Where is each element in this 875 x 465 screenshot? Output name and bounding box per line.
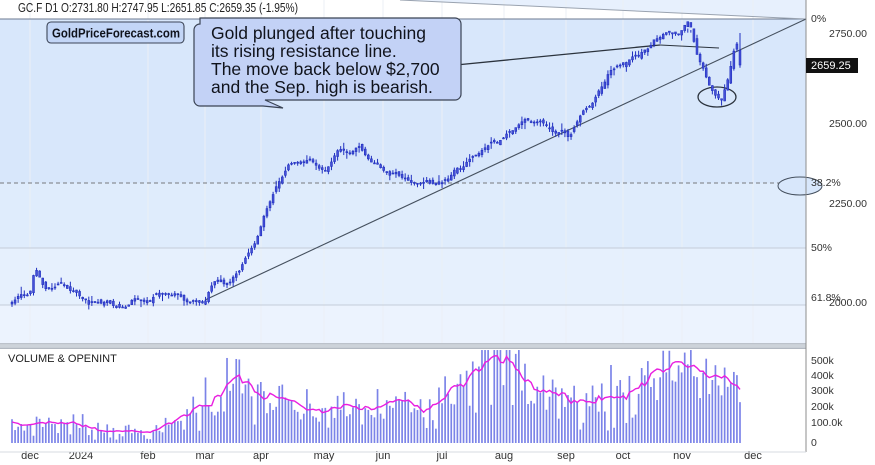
svg-text:2250.00: 2250.00 bbox=[829, 198, 867, 210]
svg-text:The move back below $2,700: The move back below $2,700 bbox=[211, 59, 440, 79]
svg-text:2750.00: 2750.00 bbox=[829, 28, 867, 40]
svg-text:0: 0 bbox=[811, 437, 817, 449]
svg-text:500k: 500k bbox=[811, 355, 835, 367]
svg-text:and the Sep. high is bearish.: and the Sep. high is bearish. bbox=[211, 77, 433, 97]
svg-text:100.0k: 100.0k bbox=[811, 417, 843, 429]
svg-text:300k: 300k bbox=[811, 385, 835, 397]
svg-text:its rising resistance line.: its rising resistance line. bbox=[211, 41, 397, 61]
svg-text:VOLUME & OPENINT: VOLUME & OPENINT bbox=[8, 353, 117, 365]
svg-text:400k: 400k bbox=[811, 370, 835, 382]
svg-text:38.2%: 38.2% bbox=[811, 177, 841, 189]
svg-text:200k: 200k bbox=[811, 401, 835, 413]
svg-text:2000.00: 2000.00 bbox=[829, 297, 867, 309]
svg-text:50%: 50% bbox=[811, 242, 832, 254]
svg-text:GoldPriceForecast.com: GoldPriceForecast.com bbox=[52, 26, 180, 41]
svg-text:GC.F D1 O:2731.80 H:2747.95: GC.F D1 O:2731.80 H:2747.95 L:2651.85 C:… bbox=[18, 1, 298, 15]
svg-text:2500.00: 2500.00 bbox=[829, 118, 867, 130]
svg-text:0%: 0% bbox=[811, 13, 826, 25]
svg-text:Gold plunged after touching: Gold plunged after touching bbox=[211, 23, 426, 43]
svg-text:2659.25: 2659.25 bbox=[811, 60, 851, 72]
